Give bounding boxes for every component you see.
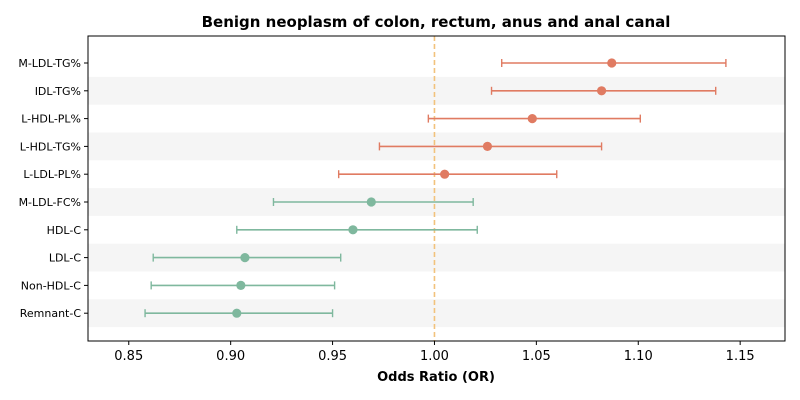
y-tick-label: M-LDL-FC%: [19, 196, 81, 209]
or-point: [236, 280, 246, 290]
x-tick-label: 1.15: [726, 349, 755, 364]
or-point: [348, 225, 358, 235]
x-axis-ticks: 0.85 0.90 0.95 1.00 1.05 1.10 1.15: [114, 341, 755, 364]
y-tick-label: Non-HDL-C: [21, 279, 82, 292]
y-tick-label: LDL-C: [49, 252, 82, 265]
y-tick-label: L-HDL-TG%: [20, 140, 81, 153]
y-tick-label: L-HDL-PL%: [21, 113, 81, 126]
x-tick-label: 0.85: [114, 349, 143, 364]
y-tick-label: IDL-TG%: [35, 85, 81, 98]
y-tick-label: HDL-C: [47, 224, 82, 237]
x-tick-label: 0.95: [318, 349, 347, 364]
y-tick-label: L-LDL-PL%: [23, 168, 81, 181]
or-point: [240, 253, 250, 263]
chart-title: Benign neoplasm of colon, rectum, anus a…: [202, 13, 671, 31]
or-point: [596, 86, 607, 96]
x-tick-label: 1.00: [420, 349, 449, 364]
x-axis-label: Odds Ratio (OR): [377, 370, 495, 385]
plot-frame: [87, 35, 786, 342]
or-point: [607, 58, 617, 68]
x-tick-label: 1.10: [624, 349, 653, 364]
or-point: [366, 197, 376, 207]
y-axis-ticks: M-LDL-TG% IDL-TG% L-HDL-PL% L-HDL-TG% L-LDL-…: [18, 57, 88, 320]
x-tick-label: 1.05: [522, 349, 551, 364]
or-point: [232, 308, 242, 318]
or-point: [482, 141, 493, 151]
or-point: [527, 114, 537, 124]
or-point: [440, 169, 450, 179]
data-marks: [144, 58, 727, 318]
y-tick-label: Remnant-C: [20, 307, 82, 320]
y-tick-label: M-LDL-TG%: [18, 57, 81, 70]
x-tick-label: 0.90: [216, 349, 245, 364]
